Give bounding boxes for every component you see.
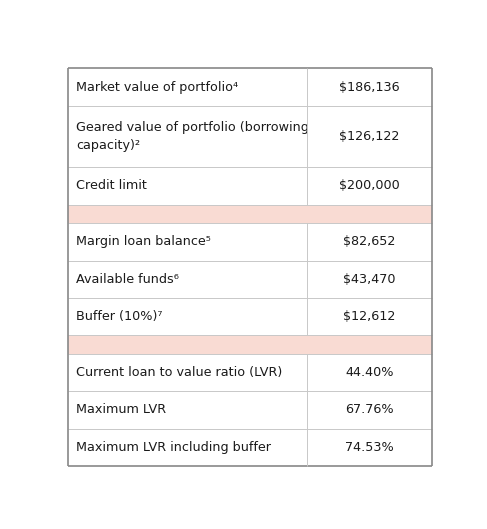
Text: Buffer (10%)⁷: Buffer (10%)⁷ xyxy=(76,310,163,323)
Text: 67.76%: 67.76% xyxy=(345,404,393,416)
Bar xyxy=(68,167,431,205)
Text: Maximum LVR: Maximum LVR xyxy=(76,404,166,416)
Bar xyxy=(68,106,431,167)
Text: Current loan to value ratio (LVR): Current loan to value ratio (LVR) xyxy=(76,366,282,379)
Text: Geared value of portfolio (borrowing
capacity)²: Geared value of portfolio (borrowing cap… xyxy=(76,121,309,152)
Bar xyxy=(68,335,431,354)
Text: Credit limit: Credit limit xyxy=(76,179,147,193)
Bar xyxy=(68,298,431,335)
Text: 74.53%: 74.53% xyxy=(345,441,393,454)
Text: $126,122: $126,122 xyxy=(339,130,399,143)
Bar xyxy=(68,354,431,391)
Text: Available funds⁶: Available funds⁶ xyxy=(76,273,179,286)
Bar xyxy=(68,428,431,466)
Text: Margin loan balance⁵: Margin loan balance⁵ xyxy=(76,235,211,249)
Text: $82,652: $82,652 xyxy=(343,235,395,249)
Bar xyxy=(68,261,431,298)
Text: 44.40%: 44.40% xyxy=(345,366,393,379)
Text: Market value of portfolio⁴: Market value of portfolio⁴ xyxy=(76,80,238,94)
Bar xyxy=(68,391,431,428)
Text: Maximum LVR including buffer: Maximum LVR including buffer xyxy=(76,441,271,454)
Bar xyxy=(68,223,431,261)
Text: $43,470: $43,470 xyxy=(343,273,395,286)
Bar xyxy=(68,68,431,106)
Text: $186,136: $186,136 xyxy=(339,80,400,94)
Bar xyxy=(68,205,431,223)
Text: $200,000: $200,000 xyxy=(339,179,400,193)
Text: $12,612: $12,612 xyxy=(343,310,395,323)
